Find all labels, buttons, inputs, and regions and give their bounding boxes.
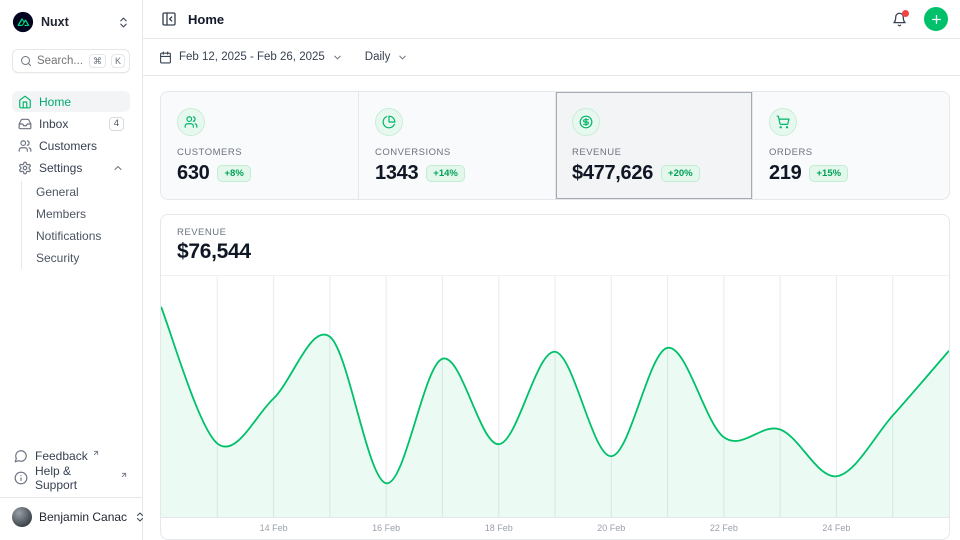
stats-row: CUSTOMERS 630 +8% CONVERSIONS 1343 +14%	[160, 91, 950, 200]
sidebar-collapse-button[interactable]	[159, 9, 179, 29]
x-tick-label: 20 Feb	[597, 523, 625, 533]
notifications-button[interactable]	[888, 8, 911, 31]
main-area: Home Feb 12, 2025 - Feb 26, 2025 Daily	[143, 0, 960, 540]
date-range-picker[interactable]: Feb 12, 2025 - Feb 26, 2025	[159, 51, 343, 64]
chart-x-axis-labels: 14 Feb 16 Feb 18 Feb 20 Feb 22 Feb 24 Feb	[161, 518, 949, 539]
user-menu[interactable]: Benjamin Canac	[12, 504, 130, 530]
chart-pie-icon	[375, 108, 403, 136]
stat-label: ORDERS	[769, 147, 933, 158]
search-icon	[20, 55, 32, 67]
sidebar-item-notifications[interactable]: Notifications	[36, 225, 130, 247]
stat-delta-badge: +20%	[661, 165, 700, 182]
users-icon	[18, 139, 32, 153]
chart-header: REVENUE $76,544	[161, 215, 949, 276]
revenue-chart-card: REVENUE $76,544 14 Feb 16 Feb 18 Feb 20 Feb…	[160, 214, 950, 540]
period-select[interactable]: Daily	[365, 51, 409, 63]
stat-value: 1343	[375, 162, 418, 185]
kbd-k: K	[111, 54, 125, 69]
home-icon	[18, 95, 32, 109]
stat-cell[interactable]: CONVERSIONS 1343 +14%	[358, 92, 555, 199]
chart-metric-label: REVENUE	[177, 227, 933, 238]
avatar	[12, 507, 32, 527]
sidebar: Nuxt ⌘ K Home Inbo	[0, 0, 143, 540]
x-tick-label: 14 Feb	[260, 523, 288, 533]
plus-icon	[930, 13, 943, 26]
external-link-icon	[120, 471, 128, 479]
stat-cell[interactable]: REVENUE $477,626 +20%	[555, 92, 752, 199]
sidebar-divider	[0, 497, 142, 498]
kbd-cmd: ⌘	[89, 54, 106, 69]
add-button[interactable]	[924, 7, 948, 31]
help-support-link[interactable]: Help & Support	[12, 467, 130, 489]
sidebar-item-security[interactable]: Security	[36, 247, 130, 269]
dashboard-app: Nuxt ⌘ K Home Inbo	[0, 0, 960, 540]
settings-sub-list: General Members Notifications Security	[21, 181, 130, 269]
users-icon	[177, 108, 205, 136]
calendar-icon	[159, 51, 172, 64]
sidebar-item-customers[interactable]: Customers	[12, 135, 130, 156]
sidebar-item-inbox[interactable]: Inbox 4	[12, 113, 130, 134]
dollar-circle-icon	[572, 108, 600, 136]
sidebar-spacer	[12, 269, 130, 445]
sidebar-item-general[interactable]: General	[36, 181, 130, 203]
workspace-name: Nuxt	[41, 15, 110, 29]
stat-value: 219	[769, 162, 801, 185]
stat-delta-badge: +14%	[426, 165, 465, 182]
message-circle-icon	[14, 449, 28, 463]
sidebar-nav: Home Inbox 4 Customers Settings	[12, 91, 130, 269]
workspace-switcher[interactable]: Nuxt	[12, 10, 130, 34]
sidebar-item-home[interactable]: Home	[12, 91, 130, 112]
gear-icon	[18, 161, 32, 175]
page-content: CUSTOMERS 630 +8% CONVERSIONS 1343 +14%	[143, 76, 960, 540]
sidebar-item-members[interactable]: Members	[36, 203, 130, 225]
inbox-icon	[18, 117, 32, 131]
filters-toolbar: Feb 12, 2025 - Feb 26, 2025 Daily	[143, 39, 960, 76]
stat-label: REVENUE	[572, 147, 736, 158]
stat-cell[interactable]: ORDERS 219 +15%	[752, 92, 949, 199]
revenue-area-chart[interactable]	[161, 276, 949, 518]
inbox-count-badge: 4	[109, 117, 124, 131]
x-tick-label: 18 Feb	[485, 523, 513, 533]
stat-value: 630	[177, 162, 209, 185]
search-field[interactable]: ⌘ K	[12, 49, 130, 73]
nuxt-logo-icon	[12, 11, 34, 33]
stat-cell[interactable]: CUSTOMERS 630 +8%	[161, 92, 358, 199]
chevron-down-icon	[332, 52, 343, 63]
user-name: Benjamin Canac	[39, 510, 127, 524]
stat-delta-badge: +8%	[217, 165, 250, 182]
page-title: Home	[188, 12, 879, 27]
page-header: Home	[143, 0, 960, 39]
notification-dot	[902, 10, 909, 17]
stat-label: CUSTOMERS	[177, 147, 342, 158]
stat-value: $477,626	[572, 162, 653, 185]
stat-delta-badge: +15%	[809, 165, 848, 182]
x-tick-label: 16 Feb	[372, 523, 400, 533]
external-link-icon	[92, 449, 100, 457]
stat-label: CONVERSIONS	[375, 147, 539, 158]
chart-canvas	[161, 276, 949, 517]
sidebar-item-settings[interactable]: Settings	[12, 157, 130, 178]
chevrons-up-down-icon	[117, 16, 130, 29]
info-icon	[14, 471, 28, 485]
x-tick-label: 24 Feb	[822, 523, 850, 533]
chart-metric-value: $76,544	[177, 240, 933, 264]
chevron-up-icon	[112, 162, 124, 174]
search-input[interactable]	[37, 55, 84, 67]
shopping-cart-icon	[769, 108, 797, 136]
x-tick-label: 22 Feb	[710, 523, 738, 533]
chevron-down-icon	[397, 52, 408, 63]
